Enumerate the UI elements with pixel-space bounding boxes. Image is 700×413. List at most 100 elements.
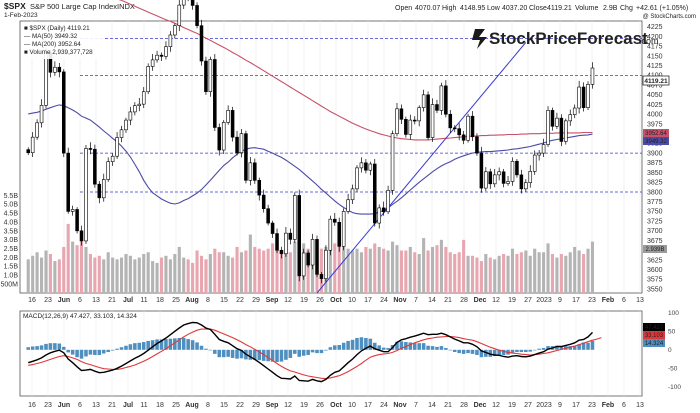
macd-x-tick-label: 28	[460, 402, 468, 409]
macd-x-tick-label: Feb	[602, 402, 614, 409]
candle-body	[239, 133, 244, 154]
macd-hist-badge-text: 14.324	[645, 341, 664, 347]
macd-x-tick-label: 23	[44, 402, 52, 409]
volume-bar	[119, 257, 124, 293]
macd-hist-bar	[364, 337, 368, 350]
x-tick-label: 28	[460, 297, 468, 304]
volume-bar	[62, 246, 66, 293]
volume-bar	[426, 250, 430, 293]
candle-body	[510, 160, 515, 182]
header-name: S&P 500 Large Cap Index	[30, 2, 117, 11]
candle-body	[61, 71, 66, 154]
legend-price: ■ $SPX (Daily) 4119.21	[24, 25, 90, 32]
macd-hist-bar	[270, 349, 275, 362]
candle-body	[155, 54, 159, 61]
macd-hist-bar	[337, 345, 341, 350]
macd-hist-bar	[430, 346, 435, 350]
macd-x-tick-label: 8	[206, 402, 210, 409]
x-tick-label: 10	[348, 297, 356, 304]
macd-hist-bar	[266, 349, 270, 362]
volume-bar	[231, 257, 235, 293]
volume-bar	[368, 248, 372, 293]
macd-hist-bar	[475, 349, 479, 355]
price-tick-label: 3775	[647, 199, 663, 206]
price-tick-label: 3875	[647, 160, 663, 167]
macd-hist-bar	[324, 349, 328, 351]
price-tick-label: 4050	[647, 92, 663, 99]
candle-body	[319, 274, 324, 279]
macd-hist-bar	[253, 349, 257, 360]
macd-hist-bar	[106, 349, 110, 353]
volume-bar	[26, 259, 30, 293]
volume-tick-label: 1.5B	[4, 264, 19, 271]
price-tick-label: 4225	[647, 24, 663, 31]
macd-hist-bar	[66, 349, 70, 353]
macd-hist-bar	[57, 343, 62, 350]
candle-body	[315, 239, 319, 275]
volume-bar	[124, 254, 128, 293]
volume-bar	[39, 257, 44, 293]
trend-line	[316, 42, 527, 294]
candle-body	[488, 171, 493, 185]
candle-body	[430, 104, 435, 138]
macd-hist-bar	[412, 343, 417, 350]
volume-bar	[417, 254, 421, 293]
macd-hist-bar	[381, 347, 386, 350]
macd-hist-bar	[101, 349, 106, 354]
credit-text: @ StockCharts.com	[643, 14, 696, 20]
candle-body	[555, 117, 559, 127]
volume-bar	[75, 245, 79, 293]
macd-hist-bar	[346, 340, 350, 350]
candle-body	[213, 59, 217, 128]
header-date: 1-Feb-2023	[4, 12, 38, 19]
macd-hist-bar	[150, 340, 155, 350]
macd-tick-label: -100	[668, 384, 681, 391]
close-badge-text: 4119.21	[644, 78, 668, 85]
candle-body	[346, 199, 350, 212]
macd-x-tick-label: Sep	[266, 402, 279, 409]
volume-bar	[395, 245, 399, 293]
candle-body	[372, 163, 377, 224]
volume-bar	[111, 257, 115, 293]
macd-hist-bar	[435, 346, 439, 350]
candle-body	[412, 119, 417, 122]
candle-body	[173, 25, 177, 36]
candle-body	[119, 129, 124, 138]
macd-hist-bar	[510, 349, 515, 353]
macd-x-tick-label: 29	[252, 402, 260, 409]
macd-x-tick-label: 27	[524, 402, 532, 409]
volume-bar	[222, 252, 226, 293]
volume-bar	[195, 250, 199, 293]
candle-body	[466, 115, 470, 141]
macd-hist-bar	[572, 345, 577, 350]
macd-hist-bar	[537, 348, 541, 350]
x-tick-label: Oct	[330, 297, 342, 304]
volume-bar	[502, 254, 506, 293]
macd-hist-bar	[79, 349, 84, 359]
volume-bar	[151, 261, 155, 293]
x-tick-label: 19	[300, 297, 308, 304]
volume-tick-label: 500M	[0, 281, 18, 288]
candle-body	[257, 180, 262, 196]
candle-body	[66, 152, 70, 212]
volume-bar	[199, 255, 204, 293]
macd-hist-bar	[488, 349, 493, 357]
ma200-badge: 3952.64	[643, 129, 669, 137]
price-tick-label: 3600	[647, 267, 663, 274]
macd-hist-bar	[70, 349, 75, 355]
price-tick-label: 3800	[647, 189, 663, 196]
candle-body	[244, 133, 248, 181]
volume-bar	[497, 255, 501, 293]
price-tick-label: 3625	[647, 257, 663, 264]
volume-bar	[337, 230, 341, 293]
candle-body	[75, 209, 79, 232]
price-tick-label: 3750	[647, 209, 663, 216]
volume-axis: 5.5B 5.0B 4.5B4.0B 3.5B 3.0B 2.5B 2.0B 1.5B 1.0B…	[0, 193, 18, 289]
volume-bar	[155, 262, 159, 293]
candle-body	[288, 232, 293, 240]
volume-bar	[528, 255, 532, 293]
macd-hist-bar	[524, 349, 528, 353]
macd-hist-bar	[568, 346, 573, 350]
candle-body	[199, 25, 204, 62]
candle-body	[515, 160, 519, 176]
